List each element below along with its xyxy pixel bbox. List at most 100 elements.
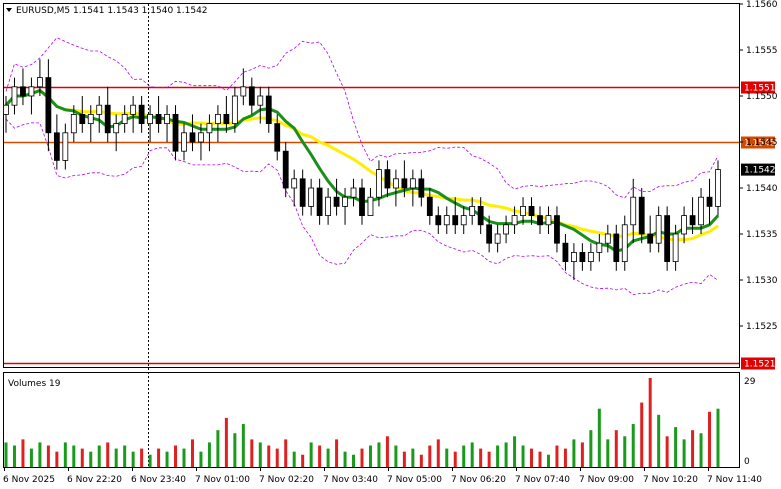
volume-bar [597, 408, 601, 467]
volume-bar [241, 424, 245, 467]
candle-body [698, 196, 704, 226]
candle-body [172, 114, 179, 152]
volume-bar [385, 436, 389, 467]
candle-body [53, 132, 60, 161]
volume-bar [63, 442, 67, 467]
candle-body [613, 233, 620, 263]
candle-body [215, 114, 221, 125]
price-tick-label: 1.1540 [746, 184, 778, 194]
candle-body [147, 114, 153, 125]
candle-body [579, 251, 586, 262]
level-tag [741, 136, 775, 149]
candle-body [435, 215, 442, 226]
candle-body [376, 169, 382, 198]
time-tick-label: 7 Nov 02:20 [259, 475, 314, 485]
candle-body [350, 187, 357, 198]
volume-bar [504, 442, 508, 467]
volume-bar [157, 448, 161, 467]
volume-bar [258, 442, 262, 467]
volume-bar [563, 448, 567, 467]
volume-axis: 29 0 [744, 377, 756, 467]
volume-bar [106, 442, 110, 467]
candle-body [664, 215, 671, 263]
candle-body [87, 114, 94, 125]
volume-bar [572, 439, 576, 467]
candle-body [401, 178, 408, 189]
candle-body [359, 187, 365, 217]
price-tick-label: 1.1530 [746, 276, 778, 286]
candle-body [469, 205, 476, 216]
volume-bar [207, 442, 211, 467]
volume-bar [326, 448, 330, 467]
volume-bars [4, 378, 720, 467]
candle-body [257, 95, 264, 106]
volume-bar [631, 424, 635, 467]
volume-bar [292, 451, 296, 467]
candle-body [11, 86, 18, 106]
candle-body [460, 215, 467, 226]
volume-bar [352, 454, 356, 467]
volume-bar [343, 451, 347, 467]
envelope-upper-line [5, 37, 719, 199]
candle-body [104, 104, 111, 134]
candle-body [308, 187, 315, 207]
candle-body [45, 77, 52, 134]
time-tick-label: 7 Nov 10:20 [643, 475, 698, 485]
candle-body [282, 150, 289, 189]
volume-bar [394, 445, 398, 467]
volume-bar [199, 451, 203, 467]
volume-bar [131, 451, 135, 467]
volume-bar [174, 445, 178, 467]
candle-body [223, 114, 230, 125]
candles [3, 59, 721, 280]
price-panel[interactable] [3, 3, 740, 368]
time-tick-label: 7 Nov 07:40 [515, 475, 570, 485]
envelope-lower-line [5, 118, 719, 296]
candle-body [96, 104, 103, 115]
candle-body [681, 215, 687, 235]
volume-bar [682, 439, 686, 467]
candle-body [138, 104, 145, 124]
candle-body [409, 178, 416, 189]
volume-bar [580, 442, 584, 467]
candle-body [325, 196, 331, 216]
candle-body [443, 215, 450, 226]
candle-body [342, 196, 348, 207]
time-tick-label: 7 Nov 11:40 [707, 475, 762, 485]
time-tick-label: 6 Nov 22:20 [67, 475, 122, 485]
candle-body [647, 233, 654, 244]
candle-body [113, 123, 120, 134]
price-tick-label: 1.1560 [746, 0, 778, 10]
candle-body [130, 104, 137, 115]
volume-bar [224, 417, 228, 467]
time-tick-label: 7 Nov 05:00 [387, 475, 442, 485]
candle-body [316, 187, 323, 217]
volume-bar [538, 451, 542, 467]
price-tick-label: 1.1535 [746, 230, 778, 240]
volume-bar [487, 451, 491, 467]
volume-bar [284, 439, 288, 467]
candle-body [189, 132, 196, 143]
volume-bar [648, 378, 652, 467]
volume-bar [38, 442, 42, 467]
candle-body [672, 233, 679, 263]
time-tick-label: 7 Nov 06:20 [451, 475, 506, 485]
volume-tick-label: 0 [744, 457, 750, 467]
volume-bar [233, 433, 237, 467]
volume-bar [479, 448, 483, 467]
volume-bar [335, 439, 339, 467]
volume-bar [521, 445, 525, 467]
price-tick-label: 1.1555 [746, 46, 778, 56]
symbol-dropdown-icon[interactable] [6, 8, 12, 12]
level-tag [741, 81, 775, 94]
volume-bar [301, 454, 305, 467]
current-price-label: 1.1542 [744, 166, 776, 176]
candle-body [528, 205, 535, 216]
volume-bar [428, 445, 432, 467]
candle-body [393, 178, 399, 189]
level-tag-label: 1.1551 [744, 84, 776, 94]
volume-bar [267, 445, 271, 467]
candle-body [452, 215, 459, 226]
symbol-info: EURUSD,M5 1.1541 1.1543 1.1540 1.1542 [16, 6, 208, 16]
